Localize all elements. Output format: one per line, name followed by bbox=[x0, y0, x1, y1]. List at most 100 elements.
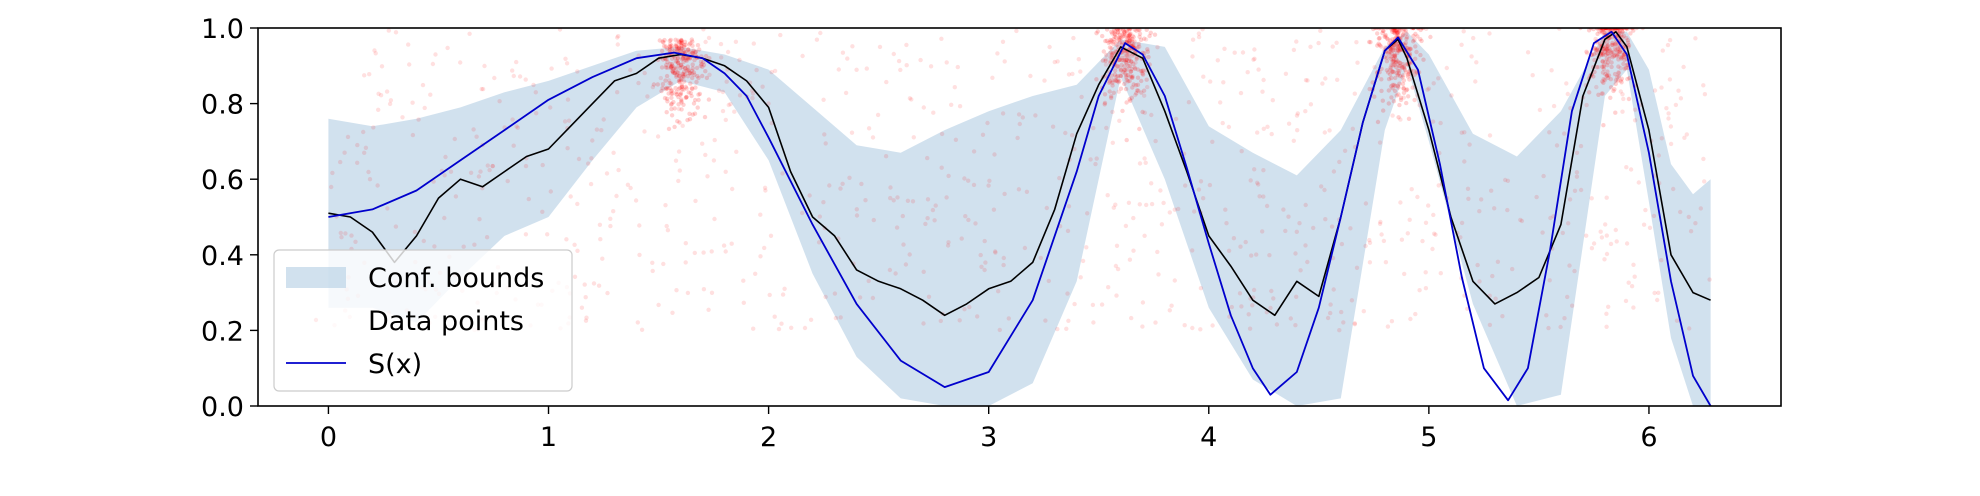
data-point bbox=[1267, 253, 1272, 258]
data-point bbox=[1619, 80, 1624, 85]
y-tick-label: 0.8 bbox=[201, 90, 244, 121]
data-point bbox=[1110, 51, 1115, 56]
data-point bbox=[1400, 81, 1406, 87]
data-point bbox=[729, 241, 734, 246]
data-point bbox=[1549, 68, 1554, 73]
data-point bbox=[1066, 318, 1071, 323]
data-point bbox=[1396, 45, 1401, 50]
data-point bbox=[1015, 135, 1020, 141]
data-point bbox=[1046, 278, 1052, 284]
data-point bbox=[1474, 60, 1479, 65]
data-point bbox=[474, 134, 479, 139]
data-point bbox=[1398, 47, 1403, 52]
data-point bbox=[1667, 77, 1673, 82]
data-point bbox=[662, 37, 667, 43]
data-point bbox=[1127, 257, 1133, 262]
data-point bbox=[664, 57, 669, 62]
series-line-s-x bbox=[328, 30, 1712, 406]
data-point bbox=[695, 74, 700, 79]
data-point bbox=[1609, 64, 1614, 70]
data-point bbox=[1386, 50, 1392, 55]
data-point bbox=[1117, 57, 1123, 62]
data-point bbox=[400, 115, 405, 120]
data-point bbox=[1016, 187, 1022, 192]
data-point bbox=[754, 67, 759, 73]
data-point bbox=[688, 41, 693, 46]
data-point bbox=[1128, 31, 1133, 36]
data-point bbox=[665, 86, 670, 91]
data-point bbox=[1647, 225, 1653, 230]
data-point bbox=[565, 97, 571, 102]
data-point bbox=[1698, 206, 1704, 211]
data-point bbox=[1386, 88, 1392, 93]
data-point bbox=[1701, 83, 1706, 88]
data-point bbox=[1135, 67, 1141, 72]
data-point bbox=[1395, 50, 1400, 56]
data-point bbox=[1190, 54, 1195, 59]
data-point bbox=[1530, 73, 1535, 78]
data-point bbox=[1122, 64, 1127, 69]
data-point bbox=[1127, 78, 1132, 84]
data-point bbox=[672, 65, 677, 70]
data-point bbox=[1110, 80, 1115, 85]
data-point bbox=[1599, 52, 1604, 58]
data-point bbox=[1127, 63, 1133, 69]
data-point bbox=[1565, 294, 1570, 300]
data-point bbox=[1402, 28, 1407, 32]
data-point bbox=[1131, 82, 1136, 87]
data-point bbox=[689, 93, 694, 99]
data-point bbox=[676, 45, 682, 51]
data-point bbox=[1396, 31, 1401, 36]
data-point bbox=[1268, 305, 1273, 311]
data-point bbox=[668, 42, 673, 47]
data-point bbox=[679, 84, 685, 90]
data-point bbox=[691, 48, 696, 53]
data-point bbox=[1246, 312, 1251, 317]
data-point bbox=[1139, 78, 1144, 84]
data-point bbox=[1407, 46, 1413, 51]
data-point bbox=[679, 98, 684, 104]
data-point bbox=[1320, 81, 1325, 86]
data-point bbox=[938, 318, 943, 324]
data-point bbox=[733, 39, 739, 44]
data-point bbox=[1479, 197, 1484, 202]
data-point bbox=[1702, 92, 1708, 97]
data-point bbox=[672, 55, 678, 60]
data-point bbox=[1401, 95, 1407, 100]
data-point bbox=[900, 213, 905, 219]
data-point bbox=[1132, 28, 1137, 32]
data-point bbox=[1578, 143, 1584, 149]
data-point bbox=[1534, 194, 1539, 200]
data-point bbox=[1127, 32, 1133, 37]
data-point bbox=[832, 291, 838, 296]
data-point bbox=[636, 80, 641, 86]
data-point bbox=[1136, 88, 1141, 93]
data-point bbox=[412, 229, 418, 235]
data-point bbox=[1291, 47, 1297, 53]
data-point bbox=[679, 39, 684, 44]
data-point bbox=[1397, 73, 1403, 79]
data-point bbox=[1655, 297, 1660, 303]
data-point bbox=[1110, 140, 1116, 145]
data-point bbox=[1602, 30, 1608, 36]
data-point bbox=[1143, 37, 1149, 42]
data-point bbox=[689, 51, 695, 56]
data-point bbox=[664, 85, 669, 91]
data-point bbox=[840, 50, 846, 55]
data-point bbox=[1398, 60, 1403, 66]
data-point bbox=[817, 214, 822, 219]
data-point bbox=[926, 294, 932, 299]
data-point bbox=[376, 91, 381, 97]
data-point bbox=[1270, 98, 1276, 103]
data-point bbox=[1392, 48, 1397, 53]
data-point bbox=[677, 40, 682, 45]
data-point bbox=[1286, 214, 1291, 219]
data-point bbox=[896, 58, 902, 64]
data-point bbox=[1133, 83, 1139, 88]
data-point bbox=[1122, 29, 1127, 35]
data-point bbox=[1386, 51, 1391, 56]
data-point bbox=[472, 242, 477, 247]
data-point bbox=[1352, 91, 1358, 96]
data-point bbox=[642, 70, 647, 76]
data-point bbox=[669, 91, 674, 97]
